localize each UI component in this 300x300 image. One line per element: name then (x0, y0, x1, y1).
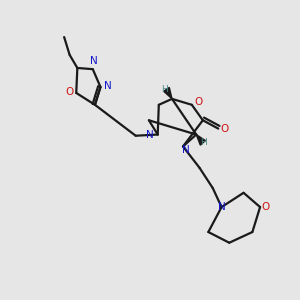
Polygon shape (164, 88, 172, 99)
Text: N: N (218, 202, 225, 212)
Text: O: O (194, 98, 202, 107)
Polygon shape (196, 134, 205, 145)
Text: N: N (182, 145, 190, 155)
Text: O: O (262, 202, 270, 212)
Text: O: O (65, 87, 74, 97)
Text: O: O (221, 124, 229, 134)
Text: H: H (201, 138, 207, 147)
Text: N: N (146, 130, 154, 140)
Text: N: N (90, 56, 98, 66)
Text: H: H (161, 85, 168, 94)
Text: N: N (104, 81, 112, 91)
